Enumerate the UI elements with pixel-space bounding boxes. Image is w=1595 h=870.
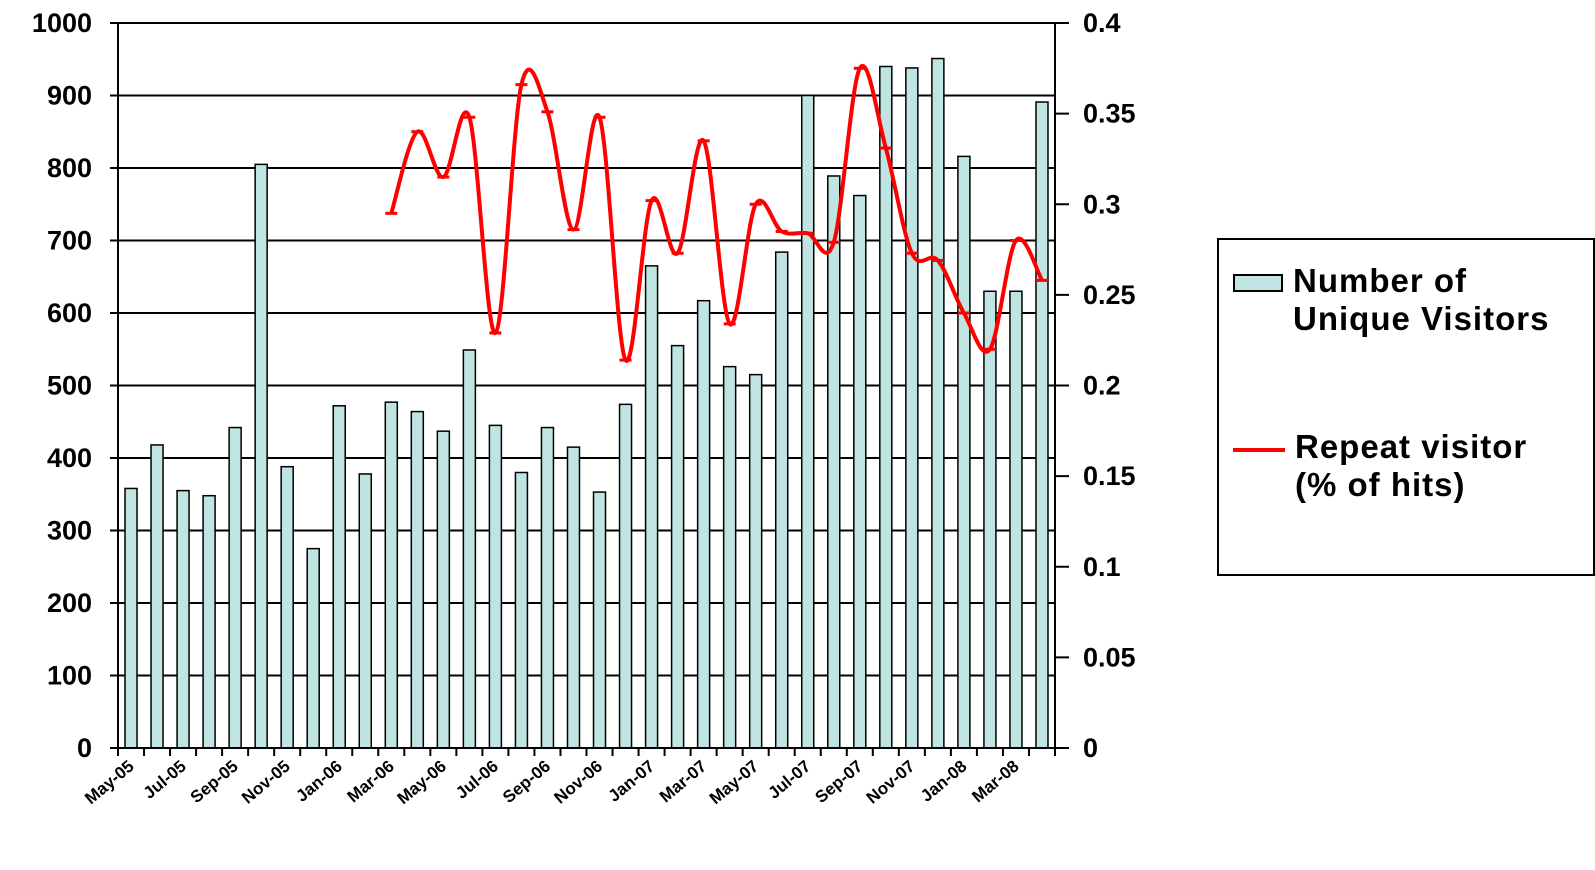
legend-entry-repeat-visitor: Repeat visitor (% of hits): [1233, 428, 1575, 504]
x-tick-label: May-07: [706, 757, 762, 809]
x-tick-label: Nov-07: [863, 757, 919, 808]
bar: [618, 403, 633, 749]
left-tick-label: 900: [47, 81, 92, 111]
left-tick-label: 200: [47, 588, 92, 618]
x-tick-label: Sep-05: [187, 757, 242, 807]
bar: [228, 426, 242, 749]
bar: [644, 265, 659, 749]
x-tick-label: May-06: [394, 757, 450, 809]
gridlines: [118, 22, 1055, 677]
bar: [124, 487, 138, 749]
bar: [748, 373, 763, 749]
bar: [774, 251, 789, 749]
right-tick-label: 0.1: [1083, 552, 1121, 582]
bar: [1009, 290, 1023, 749]
right-tick-label: 0.4: [1083, 8, 1121, 38]
left-tick-label: 700: [47, 226, 92, 256]
bar-series-unique-visitors: [124, 57, 1049, 749]
x-tick-label: Jul-05: [140, 757, 190, 803]
left-tick-label: 300: [47, 516, 92, 546]
right-tick-label: 0.15: [1083, 461, 1136, 491]
bar: [436, 430, 451, 749]
x-tick-label: Jan-08: [917, 757, 970, 806]
x-tick-label: Jan-07: [605, 757, 658, 806]
bar: [827, 175, 841, 749]
bar: [931, 57, 945, 749]
x-tick-label: Mar-08: [968, 757, 1022, 807]
bar: [540, 426, 555, 749]
bar: [254, 163, 268, 749]
chart-legend: Number of Unique Visitors Repeat visitor…: [1217, 238, 1595, 576]
x-tick-label: Jul-06: [452, 757, 502, 803]
bar: [202, 494, 216, 749]
bar: [514, 471, 529, 749]
x-tick-label: Sep-06: [499, 757, 554, 807]
bar: [592, 491, 607, 749]
legend-label-unique-visitors: Number of Unique Visitors: [1293, 262, 1550, 337]
left-tick-label: 400: [47, 443, 92, 473]
left-axis-tick-labels: 0 100 200 300 400 500 600 700 800 900 1000: [32, 8, 92, 763]
bar: [280, 465, 294, 749]
left-tick-label: 600: [47, 298, 92, 328]
right-tick-label: 0.3: [1083, 189, 1121, 219]
left-tick-label: 0: [77, 733, 92, 763]
bar: [176, 489, 190, 749]
bar: [722, 365, 737, 749]
bar: [410, 410, 425, 749]
x-tick-label: Mar-06: [344, 757, 398, 807]
bar: [696, 299, 711, 749]
bar: [1035, 101, 1049, 749]
legend-label-repeat-visitor: Repeat visitor (% of hits): [1295, 428, 1528, 503]
line-series-repeat-visitor: [385, 63, 1048, 363]
bar: [488, 424, 503, 749]
legend-entry-unique-visitors: Number of Unique Visitors: [1233, 262, 1573, 338]
x-tick-label: Sep-07: [811, 757, 866, 807]
x-tick-label: Mar-07: [656, 757, 710, 807]
right-tick-label: 0: [1083, 733, 1098, 763]
axes: [110, 22, 1069, 756]
bar: [983, 290, 997, 749]
bar: [332, 405, 346, 749]
right-tick-label: 0.35: [1083, 99, 1136, 129]
left-tick-label: 500: [47, 371, 92, 401]
bar: [670, 344, 685, 749]
bar: [462, 349, 477, 749]
bar: [358, 473, 373, 749]
right-axis-tick-labels: 0 0.05 0.1 0.15 0.2 0.25 0.3 0.35 0.4: [1083, 8, 1136, 763]
x-tick-label: Nov-05: [238, 757, 294, 808]
x-tick-label: Nov-06: [550, 757, 606, 808]
left-tick-label: 800: [47, 153, 92, 183]
right-tick-label: 0.2: [1083, 371, 1121, 401]
bar: [905, 67, 919, 749]
bar: [306, 547, 320, 749]
right-tick-label: 0.25: [1083, 280, 1136, 310]
legend-bar-swatch: [1233, 274, 1283, 292]
left-tick-label: 100: [47, 661, 92, 691]
bar: [566, 446, 581, 749]
x-tick-label: Jan-06: [292, 757, 345, 806]
bar: [384, 401, 399, 749]
right-tick-label: 0.05: [1083, 642, 1136, 672]
x-axis-tick-labels: May-05 Jul-05Sep-05Nov-05Jan-06Mar-06May-…: [81, 757, 1022, 809]
bar: [853, 194, 867, 749]
x-tick-label: Jul-07: [764, 757, 814, 803]
x-tick-label: May-05: [81, 757, 137, 809]
bar: [150, 444, 164, 749]
left-tick-label: 1000: [32, 8, 92, 38]
legend-line-swatch: [1233, 448, 1285, 452]
bar: [957, 155, 971, 749]
bar: [800, 94, 815, 749]
